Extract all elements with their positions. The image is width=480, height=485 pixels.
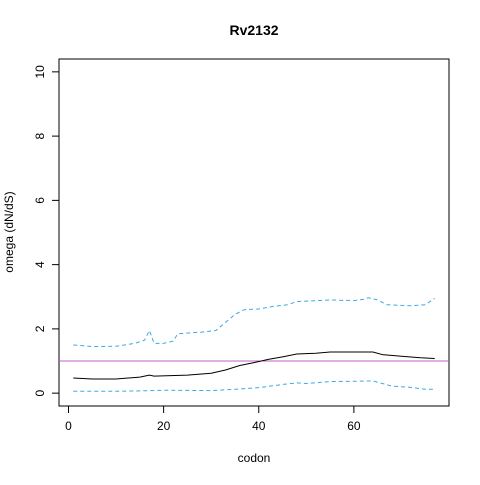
y-tick-label: 10 xyxy=(33,65,47,79)
y-tick-label: 0 xyxy=(33,389,47,396)
x-tick-label: 0 xyxy=(65,419,72,433)
x-tick-label: 20 xyxy=(157,419,171,433)
y-tick-label: 8 xyxy=(33,132,47,139)
x-tick-label: 60 xyxy=(347,419,361,433)
x-tick-label: 40 xyxy=(252,419,266,433)
y-tick-label: 2 xyxy=(33,325,47,332)
chart-title: Rv2132 xyxy=(229,22,278,38)
series-line xyxy=(73,351,435,380)
y-tick-label: 4 xyxy=(33,261,47,268)
series-line xyxy=(73,380,435,392)
plot-frame xyxy=(58,58,450,407)
y-axis-label: omega (dN/dS) xyxy=(2,191,16,272)
x-axis-label: codon xyxy=(238,451,271,465)
series-line xyxy=(73,297,436,348)
y-tick-label: 6 xyxy=(33,197,47,204)
